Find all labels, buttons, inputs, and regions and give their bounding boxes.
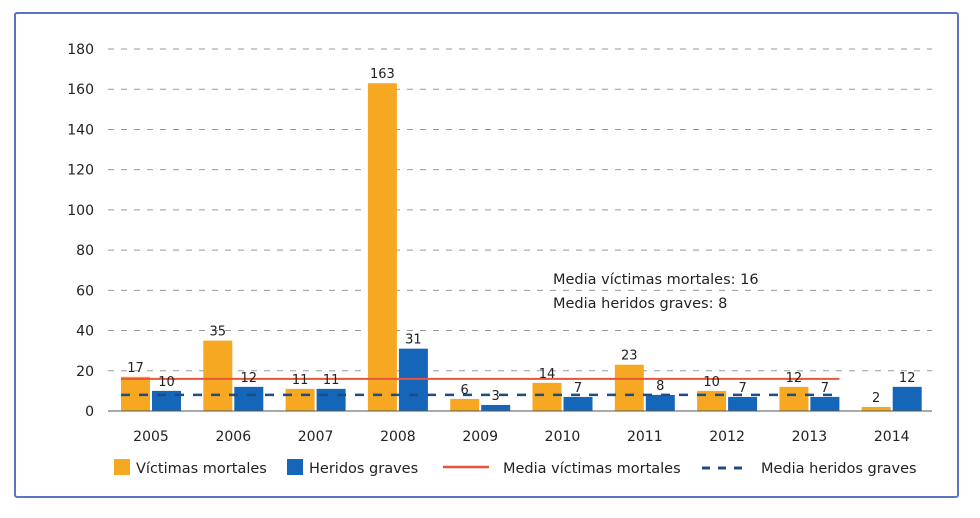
y-tick-label: 120 — [67, 163, 94, 179]
legend-swatch-heridos — [287, 459, 303, 475]
data-label: 7 — [738, 381, 746, 396]
data-label: 11 — [292, 373, 309, 388]
data-label: 31 — [405, 333, 422, 348]
bars — [121, 83, 922, 411]
reference-lines — [121, 377, 840, 397]
y-tick-label: 140 — [67, 122, 94, 138]
data-label: 7 — [821, 381, 829, 396]
data-label: 163 — [370, 67, 395, 82]
data-label: 6 — [461, 383, 469, 398]
y-tick-label: 160 — [67, 82, 94, 98]
bar-victimas-2008 — [367, 83, 397, 411]
legend-label-heridos: Heridos graves — [309, 461, 418, 477]
x-tick-label: 2014 — [874, 429, 910, 445]
x-tick-label: 2005 — [133, 429, 169, 445]
bar-heridos-2009 — [481, 404, 511, 411]
y-tick-label: 180 — [67, 42, 94, 58]
x-tick-label: 2008 — [380, 429, 416, 445]
bar-victimas-2011 — [614, 364, 644, 411]
bar-victimas-2007 — [285, 388, 315, 411]
data-label: 17 — [127, 361, 144, 376]
legend: Víctimas mortales Heridos graves Media v… — [114, 459, 917, 477]
x-tick-label: 2006 — [215, 429, 251, 445]
bar-victimas-2009 — [450, 398, 480, 411]
bar-heridos-2010 — [563, 396, 593, 411]
y-tick-label: 80 — [76, 243, 94, 259]
x-tick-label: 2012 — [709, 429, 745, 445]
legend-label-victimas: Víctimas mortales — [136, 461, 267, 477]
chart-frame — [14, 12, 959, 498]
bar-heridos-2012 — [728, 396, 758, 411]
data-label: 3 — [492, 389, 500, 404]
x-tick-label: 2010 — [545, 429, 581, 445]
bar-heridos-2008 — [398, 348, 428, 411]
legend-swatch-victimas — [114, 459, 130, 475]
y-axis-ticks: 0 20 40 60 80 100 120 140 160 180 — [67, 42, 94, 420]
legend-label-media-victimas: Media víctimas mortales — [503, 461, 681, 477]
data-labels: 17 10 35 12 11 11 163 31 6 3 14 7 23 8 10 7 12 7 2 12 — [127, 67, 915, 406]
bar-victimas-2013 — [779, 386, 809, 411]
y-tick-label: 100 — [67, 203, 94, 219]
bar-heridos-2014 — [892, 386, 922, 411]
x-tick-label: 2009 — [462, 429, 498, 445]
bar-heridos-2011 — [645, 394, 675, 411]
x-axis-ticks: 2005 2006 2007 2008 2009 2010 2011 2012 2013 2014 — [133, 429, 909, 445]
data-label: 10 — [158, 375, 175, 390]
data-label: 23 — [621, 349, 638, 364]
data-label: 2 — [872, 391, 880, 406]
y-tick-label: 60 — [76, 283, 94, 299]
grid-lines — [108, 48, 932, 372]
x-tick-label: 2011 — [627, 429, 663, 445]
data-label: 12 — [899, 371, 916, 386]
y-tick-label: 0 — [85, 404, 94, 420]
legend-label-media-heridos: Media heridos graves — [761, 461, 917, 477]
bar-victimas-2006 — [203, 340, 233, 411]
bar-heridos-2013 — [810, 396, 840, 411]
data-label: 12 — [241, 371, 258, 386]
data-label: 14 — [539, 367, 556, 382]
bar-victimas-2014 — [861, 406, 891, 411]
data-label: 10 — [703, 375, 720, 390]
x-tick-label: 2007 — [298, 429, 334, 445]
data-label: 11 — [323, 373, 340, 388]
bar-heridos-2007 — [316, 388, 346, 411]
data-label: 35 — [210, 325, 227, 340]
y-tick-label: 20 — [76, 364, 94, 380]
annotation-media-victimas: Media víctimas mortales: 16 — [553, 272, 759, 288]
x-tick-label: 2013 — [792, 429, 828, 445]
annotation-media-heridos: Media heridos graves: 8 — [553, 296, 727, 312]
y-tick-label: 40 — [76, 324, 94, 340]
bar-victimas-2010 — [532, 382, 562, 411]
bar-heridos-2006 — [234, 386, 264, 411]
data-label: 8 — [656, 379, 664, 394]
data-label: 12 — [786, 371, 803, 386]
data-label: 7 — [574, 381, 582, 396]
